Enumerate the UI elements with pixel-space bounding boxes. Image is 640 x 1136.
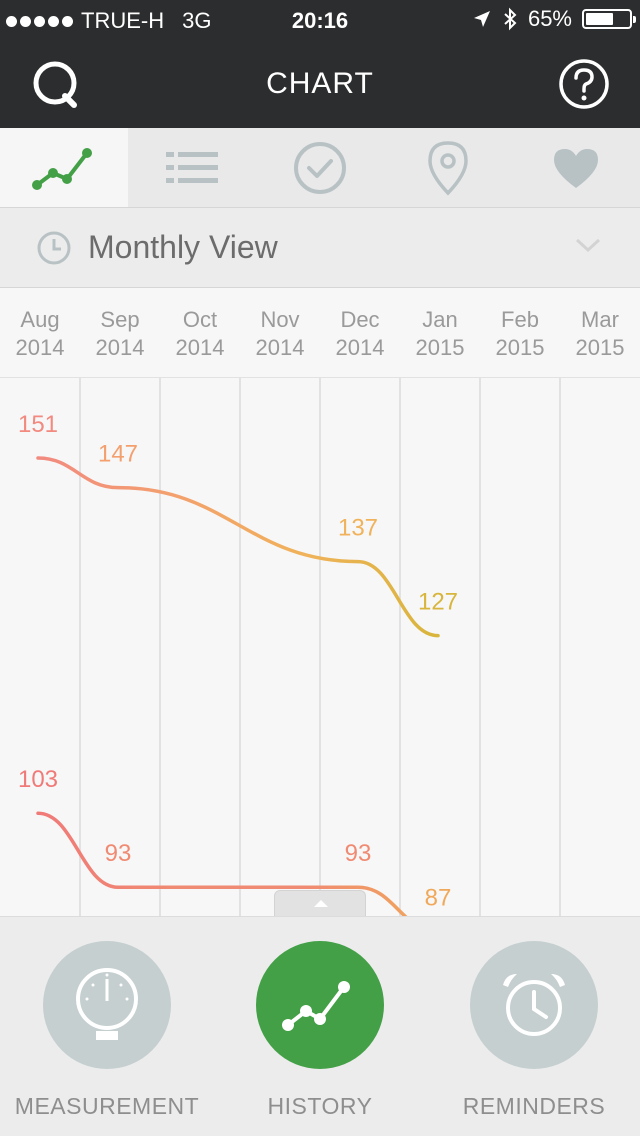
checkmark-circle-icon — [294, 141, 346, 194]
month-label: Sep 2014 — [80, 306, 160, 362]
reminders-button[interactable] — [470, 941, 598, 1069]
page-title: CHART — [266, 67, 374, 100]
view-selector-label: Monthly View — [88, 229, 278, 265]
data-label: 147 — [98, 441, 138, 468]
month-name: Feb — [501, 307, 539, 332]
search-icon[interactable] — [28, 56, 84, 112]
data-label: 103 — [18, 766, 58, 793]
month-label: Jan 2015 — [400, 306, 480, 362]
line-chart-icon — [32, 147, 92, 190]
month-label: Dec 2014 — [320, 306, 400, 362]
chevron-down-icon — [575, 238, 601, 253]
series-line — [36, 811, 408, 916]
month-label: Nov 2014 — [240, 306, 320, 362]
month-year: 2015 — [575, 335, 625, 360]
month-year: 2014 — [175, 335, 225, 360]
chart-canvas: 151 147 137 127 103 93 93 87 — [18, 378, 561, 916]
month-name: Nov — [260, 307, 300, 332]
month-year: 2014 — [335, 335, 385, 360]
month-label: Aug 2014 — [0, 306, 80, 362]
history-button[interactable] — [256, 941, 384, 1069]
month-label: Mar 2015 — [560, 306, 640, 362]
clock-time: 20:16 — [291, 8, 349, 33]
month-label: Oct 2014 — [160, 306, 240, 362]
blood-pressure-gauge-icon — [76, 968, 138, 1040]
alarm-clock-icon — [503, 974, 565, 1036]
nav-reminders[interactable]: REMINDERS — [427, 941, 640, 1120]
month-name: Dec — [340, 307, 380, 332]
month-name: Jan — [422, 307, 458, 332]
data-label: 93 — [345, 840, 372, 867]
navigation-bar: CHART — [0, 40, 640, 128]
nav-measurement[interactable]: MEASUREMENT — [0, 941, 214, 1120]
tab-list[interactable] — [128, 128, 256, 207]
month-header-row: Aug 2014 Sep 2014 Oct 2014 Nov 2014 Dec 2014 Jan 20… — [0, 288, 640, 378]
nav-history-label: HISTORY — [267, 1093, 373, 1119]
line-chart-icon — [282, 981, 350, 1031]
list-icon — [166, 151, 218, 183]
status-bar: TRUE-H 3G 20:16 65% — [0, 0, 640, 40]
data-label: 87 — [425, 885, 452, 912]
month-name: Mar — [581, 307, 619, 332]
data-label: 127 — [418, 589, 458, 616]
month-year: 2014 — [15, 335, 65, 360]
tab-check[interactable] — [256, 128, 384, 207]
bluetooth-icon — [504, 7, 517, 31]
data-label: 151 — [18, 411, 58, 438]
nav-reminders-label: REMINDERS — [462, 1093, 606, 1119]
tab-favorites[interactable] — [512, 128, 640, 207]
tab-location[interactable] — [384, 128, 512, 207]
location-arrow-icon — [473, 11, 490, 27]
month-name: Oct — [182, 307, 218, 332]
history-chart: 151 147 137 127 103 93 93 87 — [0, 378, 640, 916]
network-type: 3G — [182, 8, 212, 33]
nav-measurement-label: MEASUREMENT — [14, 1093, 200, 1119]
carrier-info: TRUE-H 3G — [6, 8, 211, 34]
top-tab-bar — [0, 128, 640, 208]
battery-percentage: 65% — [527, 6, 572, 31]
heart-icon — [554, 148, 598, 188]
measurement-button[interactable] — [43, 941, 171, 1069]
month-name: Sep — [100, 307, 140, 332]
help-icon[interactable] — [556, 56, 612, 112]
month-label: Feb 2015 — [480, 306, 560, 362]
clock-icon — [37, 231, 71, 265]
status-icons: 65% — [472, 6, 636, 32]
data-label: 93 — [105, 840, 132, 867]
signal-strength-icon — [6, 15, 73, 27]
view-selector[interactable]: Monthly View — [0, 208, 640, 288]
pull-up-handle[interactable] — [274, 890, 366, 916]
tab-chart[interactable] — [0, 128, 128, 207]
battery-icon — [582, 9, 636, 29]
carrier-name: TRUE-H — [81, 8, 165, 33]
nav-history[interactable]: HISTORY — [213, 941, 427, 1120]
month-year: 2015 — [495, 335, 545, 360]
data-label: 137 — [338, 515, 378, 542]
location-pin-icon — [428, 140, 468, 196]
bottom-navigation: MEASUREMENT HISTORY REMINDERS — [0, 916, 640, 1136]
month-year: 2015 — [415, 335, 465, 360]
series-line — [36, 456, 440, 638]
month-name: Aug — [20, 307, 60, 332]
month-year: 2014 — [255, 335, 305, 360]
month-year: 2014 — [95, 335, 145, 360]
